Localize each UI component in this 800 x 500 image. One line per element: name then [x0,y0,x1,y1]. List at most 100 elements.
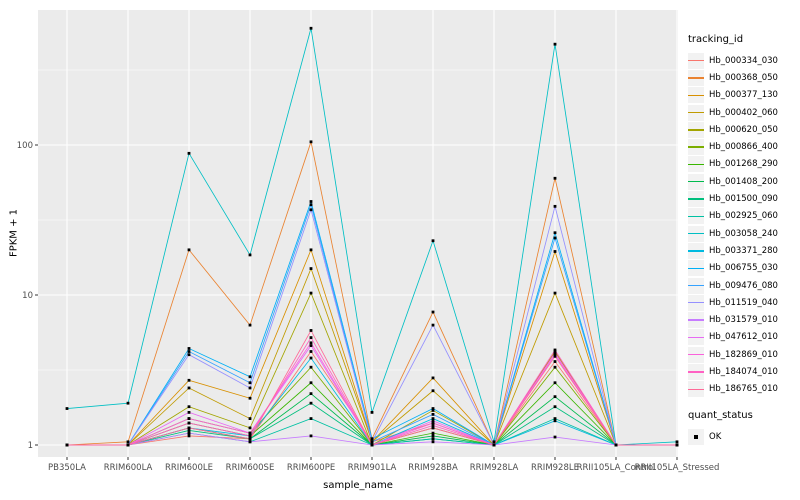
data-point [553,360,557,363]
legend-key-line [688,388,704,390]
data-point [126,401,130,405]
data-point [309,392,313,396]
data-point [553,435,557,439]
data-point [248,434,252,438]
data-point [675,440,679,444]
legend-key-line [688,250,704,252]
data-point [187,248,191,252]
legend-key-swatch [688,346,704,363]
x-tick-label: RRIM600LE [165,463,213,473]
legend-key-swatch [688,260,704,277]
legend-key-line [688,353,704,356]
legend-key-line [688,371,704,373]
data-point [431,407,435,410]
data-point [553,42,557,46]
legend-key-swatch [688,87,704,104]
data-point [431,440,435,444]
data-point [370,443,374,447]
data-point [431,434,435,438]
legend-entry-label: Hb_047612_010 [709,332,778,343]
data-point [187,353,191,357]
data-point [187,410,191,414]
legend-key-swatch [688,121,704,138]
data-point [309,26,313,30]
data-point [187,431,191,435]
legend-key-swatch [688,156,704,173]
legend-entry-label: Hb_182869_010 [709,349,778,360]
data-point [553,351,557,355]
data-point [553,204,557,208]
data-point [309,401,313,405]
y-tick-label: 100 [17,141,33,151]
legend-entry: Hb_006755_030 [688,260,800,277]
legend-entry-label: Hb_011519_040 [709,297,778,308]
legend-key-swatch [688,277,704,294]
legend-key-line [688,77,704,79]
legend-entry-quant: OK [688,428,800,445]
legend-key-line [688,59,704,62]
data-point [248,426,252,430]
legend-key-line [688,111,704,114]
legend-entry-label: Hb_001268_290 [709,159,778,170]
legend-entry-label: Hb_000620_050 [709,124,778,135]
legend-entry-label: Hb_000368_050 [709,72,778,83]
legend-key-line [688,284,704,287]
data-point [309,344,313,347]
legend-entry-label: Hb_186765_010 [709,384,778,395]
legend-key-line [688,336,704,339]
data-point [309,203,313,207]
legend-key-swatch [688,139,704,156]
data-point [431,417,435,420]
x-tick-label: RRIM901LA [348,463,397,473]
legend-entry: Hb_047612_010 [688,329,800,346]
legend-entry: Hb_000334_030 [688,52,800,69]
data-point [553,350,557,353]
data-point [248,323,252,327]
legend-key-line [688,319,704,321]
x-tick-label: RRIM928LE [531,463,579,473]
data-point [309,329,313,332]
data-point [431,409,435,412]
data-point [553,417,557,420]
data-point [309,356,313,360]
data-point [187,151,191,155]
legend-key-swatch [688,428,704,445]
legend-entry-label: Hb_000866_400 [709,142,778,153]
data-point [370,437,374,441]
legend-key-swatch [688,191,704,208]
legend: tracking_id Hb_000334_030 Hb_000368_050 Hb… [688,0,800,445]
data-point [309,336,313,339]
legend-entry-label: Hb_000377_130 [709,90,778,101]
x-tick-label: RRIM928BA [408,463,458,473]
x-tick-label: PB350LA [48,463,86,473]
legend-key-swatch [688,312,704,329]
legend-entry-label: Hb_184074_010 [709,366,778,377]
x-tick-label: RRIM928LA [470,463,519,473]
data-point [248,375,252,379]
data-point [431,376,435,380]
data-point [187,417,191,420]
data-point [553,176,557,180]
legend-entries: Hb_000334_030 Hb_000368_050 Hb_000377_130 H… [688,52,800,398]
legend-key-line [688,302,704,304]
data-point [431,389,435,393]
data-point [614,443,618,447]
data-point [187,426,191,430]
legend-quant-label: OK [709,431,722,442]
legend-title-quant-status: quant_status [688,409,753,421]
data-point [431,426,435,430]
legend-key-line [688,267,704,269]
data-point [187,429,191,432]
legend-entry: Hb_003058_240 [688,225,800,242]
data-point [553,405,557,409]
data-point [431,310,435,314]
data-point [553,250,557,253]
legend-key-swatch [688,242,704,259]
legend-key-swatch [688,381,704,398]
legend-entry: Hb_001408_200 [688,173,800,190]
legend-entry: Hb_186765_010 [688,381,800,398]
data-point [309,365,313,369]
data-point [65,443,69,447]
legend-entry-label: Hb_006755_030 [709,263,778,274]
